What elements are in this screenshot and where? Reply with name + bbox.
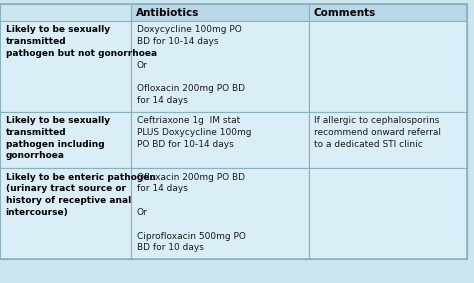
FancyBboxPatch shape — [309, 21, 467, 112]
FancyBboxPatch shape — [0, 4, 131, 21]
FancyBboxPatch shape — [131, 4, 309, 21]
FancyBboxPatch shape — [0, 21, 131, 112]
FancyBboxPatch shape — [131, 21, 309, 112]
Text: Ceftriaxone 1g  IM stat
PLUS Doxycycline 100mg
PO BD for 10-14 days: Ceftriaxone 1g IM stat PLUS Doxycycline … — [137, 116, 251, 149]
Text: Doxycycline 100mg PO
BD for 10-14 days

Or

Ofloxacin 200mg PO BD
for 14 days: Doxycycline 100mg PO BD for 10-14 days O… — [137, 25, 245, 105]
FancyBboxPatch shape — [309, 4, 467, 21]
FancyBboxPatch shape — [0, 112, 131, 168]
FancyBboxPatch shape — [0, 168, 131, 259]
Text: Ofloxacin 200mg PO BD
for 14 days

Or

Ciprofloxacin 500mg PO
BD for 10 days: Ofloxacin 200mg PO BD for 14 days Or Cip… — [137, 173, 246, 252]
FancyBboxPatch shape — [131, 168, 309, 259]
FancyBboxPatch shape — [131, 112, 309, 168]
FancyBboxPatch shape — [309, 168, 467, 259]
Text: Comments: Comments — [313, 8, 375, 18]
Text: Likely to be sexually
transmitted
pathogen but not gonorrhoea: Likely to be sexually transmitted pathog… — [6, 25, 157, 58]
Text: If allergic to cephalosporins
recommend onward referral
to a dedicated STI clini: If allergic to cephalosporins recommend … — [314, 116, 441, 149]
Text: Likely to be enteric pathogen
(urinary tract source or
history of receptive anal: Likely to be enteric pathogen (urinary t… — [6, 173, 155, 217]
FancyBboxPatch shape — [309, 112, 467, 168]
Text: Antibiotics: Antibiotics — [136, 8, 199, 18]
Text: Likely to be sexually
transmitted
pathogen including
gonorrhoea: Likely to be sexually transmitted pathog… — [6, 116, 110, 160]
